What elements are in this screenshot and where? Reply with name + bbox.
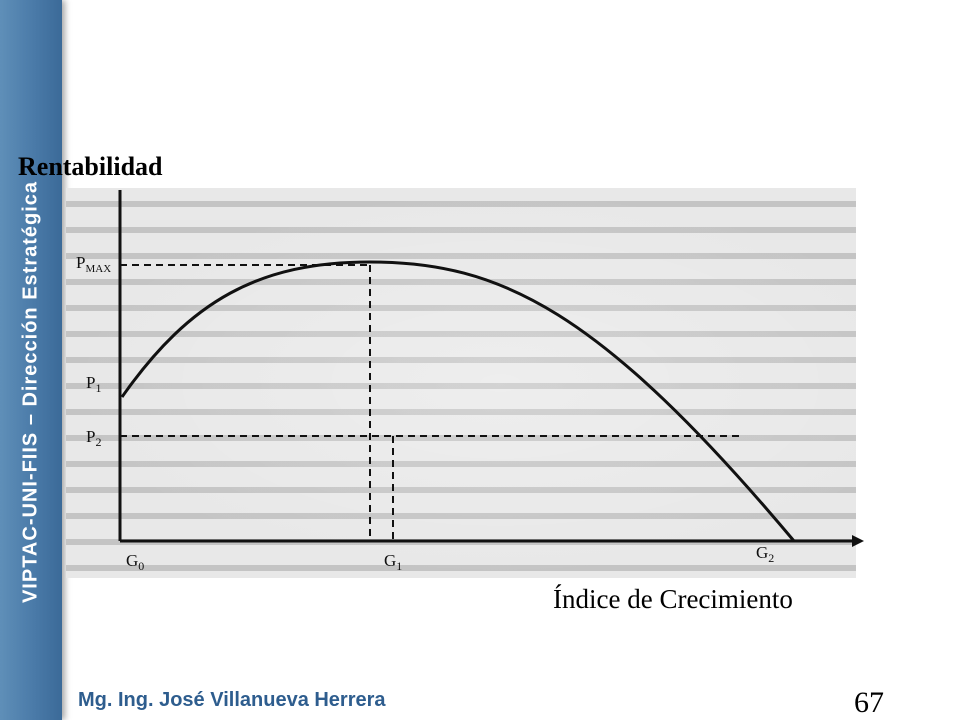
p2-label: P2	[86, 427, 101, 449]
g0-label: G0	[126, 551, 144, 573]
g1-label: G1	[384, 551, 402, 573]
sidebar: VIPTAC-UNI-FIIS – Dirección Estratégica	[0, 0, 62, 720]
x-axis-title: Índice de Crecimiento	[553, 584, 793, 614]
p1-label: P1	[86, 373, 101, 395]
footer-author: Mg. Ing. José Villanueva Herrera	[78, 689, 386, 711]
pmax-label: PMAX	[76, 253, 111, 275]
page-number: 67	[854, 686, 884, 719]
y-axis-title: Rentabilidad	[18, 152, 163, 181]
x-axis-arrow	[852, 535, 864, 547]
scan-text-lines	[66, 188, 856, 578]
g2-label: G2	[756, 543, 774, 565]
profitability-curve	[120, 260, 796, 542]
scanned-book-background	[66, 188, 856, 578]
